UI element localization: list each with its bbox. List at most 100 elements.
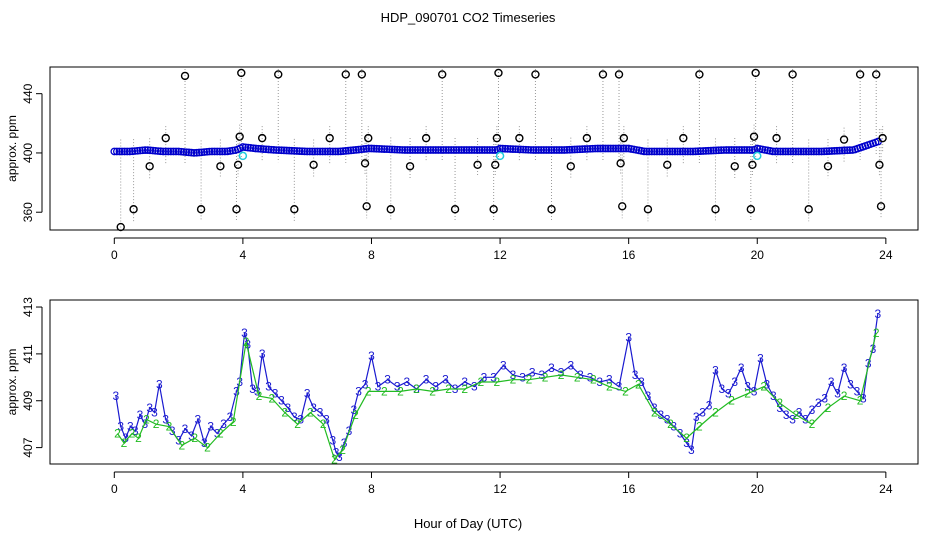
series-marker: 3 bbox=[577, 368, 584, 382]
baseline-point bbox=[282, 146, 291, 155]
baseline-point bbox=[527, 146, 535, 154]
series-marker: 2 bbox=[494, 375, 501, 389]
series-marker: 3 bbox=[132, 424, 139, 438]
spike-point bbox=[616, 159, 625, 168]
series-marker: 2 bbox=[153, 417, 160, 431]
baseline-point bbox=[300, 147, 309, 156]
series-marker: 3 bbox=[368, 349, 375, 363]
spike-point bbox=[362, 202, 371, 211]
baseline-point bbox=[393, 145, 402, 154]
baseline-point bbox=[408, 146, 417, 154]
series-marker: 3 bbox=[870, 342, 877, 356]
series-marker: 3 bbox=[442, 373, 449, 387]
baseline-point bbox=[377, 145, 386, 153]
baseline-point bbox=[578, 145, 587, 154]
baseline-point bbox=[318, 147, 327, 156]
spike-point bbox=[386, 205, 395, 214]
series-marker: 3 bbox=[683, 436, 690, 450]
baseline-point bbox=[614, 144, 623, 153]
spike-point bbox=[566, 162, 575, 171]
spike-point bbox=[876, 202, 886, 211]
series-marker: 2 bbox=[477, 375, 484, 389]
baseline-point bbox=[444, 146, 453, 154]
series-marker: 3 bbox=[207, 420, 214, 434]
baseline-point bbox=[485, 146, 494, 154]
series-marker: 3 bbox=[558, 366, 565, 380]
baseline-point bbox=[827, 147, 836, 155]
spike-point bbox=[421, 133, 431, 143]
baseline-point bbox=[262, 145, 270, 154]
x-tick-label: 20 bbox=[751, 482, 765, 496]
baseline-point bbox=[185, 148, 193, 157]
series-marker: 3 bbox=[510, 368, 517, 382]
baseline-point bbox=[606, 144, 615, 153]
series-marker: 3 bbox=[821, 391, 828, 405]
series-marker: 2 bbox=[622, 384, 629, 398]
baseline-point bbox=[388, 145, 396, 154]
baseline-point bbox=[447, 146, 456, 154]
baseline-point bbox=[295, 147, 304, 155]
baseline-point bbox=[838, 146, 846, 155]
series-marker: 3 bbox=[776, 401, 783, 415]
baseline-point bbox=[169, 147, 178, 156]
series-marker: 3 bbox=[432, 380, 439, 394]
spike-point bbox=[598, 70, 608, 79]
series-marker: 2 bbox=[268, 391, 275, 405]
baseline-point bbox=[563, 146, 571, 154]
series-marker: 3 bbox=[783, 408, 790, 422]
spike-point bbox=[547, 205, 556, 214]
baseline-point bbox=[473, 146, 481, 154]
baseline-point bbox=[730, 146, 738, 154]
baseline-point bbox=[455, 146, 463, 154]
series-marker: 3 bbox=[744, 380, 751, 394]
series-marker: 3 bbox=[195, 412, 202, 426]
baseline-point bbox=[195, 148, 204, 157]
baseline-point bbox=[745, 146, 754, 154]
spike-point bbox=[855, 70, 865, 79]
x-tick-label: 0 bbox=[111, 248, 118, 262]
baseline-point bbox=[660, 147, 669, 156]
spike-point bbox=[772, 133, 781, 143]
baseline-point bbox=[218, 147, 227, 156]
series-marker: 3 bbox=[500, 359, 507, 373]
baseline-point bbox=[665, 147, 674, 156]
series-marker: 3 bbox=[394, 380, 401, 394]
x-tick-label: 24 bbox=[879, 248, 893, 262]
series-marker: 3 bbox=[764, 377, 771, 391]
baseline-point bbox=[537, 146, 546, 154]
baseline-point bbox=[668, 147, 677, 156]
baseline-point bbox=[452, 146, 461, 154]
series-marker: 2 bbox=[320, 417, 327, 431]
baseline-point bbox=[524, 145, 533, 154]
plot-frame bbox=[49, 299, 919, 465]
series-marker: 3 bbox=[291, 410, 298, 424]
baseline-point bbox=[298, 147, 306, 156]
series-marker: 3 bbox=[341, 436, 348, 450]
baseline-point bbox=[154, 147, 162, 155]
baseline-point bbox=[172, 147, 180, 156]
baseline-point bbox=[521, 145, 530, 154]
series-marker: 3 bbox=[113, 389, 120, 403]
series-marker: 2 bbox=[445, 382, 452, 396]
spike-point bbox=[582, 133, 592, 143]
series-marker: 3 bbox=[304, 387, 311, 401]
series-marker: 3 bbox=[146, 401, 153, 415]
baseline-point bbox=[151, 146, 160, 155]
series-marker: 3 bbox=[461, 375, 468, 389]
baseline-point bbox=[285, 146, 294, 155]
series-marker: 3 bbox=[834, 387, 841, 401]
baseline-point bbox=[257, 145, 265, 153]
series-marker: 3 bbox=[519, 370, 526, 384]
spike-point bbox=[489, 205, 498, 214]
series-marker: 2 bbox=[352, 408, 359, 422]
baseline-point bbox=[516, 145, 525, 154]
baseline-point bbox=[683, 147, 692, 156]
baseline-point bbox=[591, 144, 600, 153]
baseline-point bbox=[331, 147, 340, 156]
spike-point bbox=[679, 133, 688, 143]
baseline-point bbox=[316, 147, 324, 156]
baseline-point bbox=[676, 147, 684, 156]
baseline-point bbox=[141, 146, 150, 154]
baseline-point bbox=[303, 147, 312, 156]
series-marker: 2 bbox=[114, 427, 121, 441]
